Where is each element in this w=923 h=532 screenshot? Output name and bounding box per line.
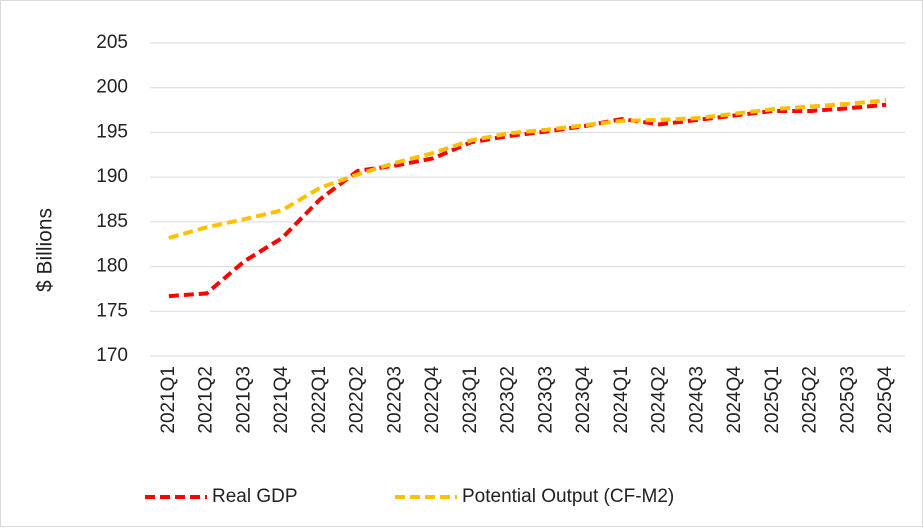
x-tick-label: 2023Q2 bbox=[498, 366, 519, 434]
x-tick-label: 2023Q1 bbox=[460, 366, 481, 434]
x-tick-label: 2023Q4 bbox=[573, 366, 594, 434]
x-tick-label: 2021Q2 bbox=[196, 366, 217, 434]
y-tick-label: 190 bbox=[96, 166, 128, 187]
x-tick-label: 2022Q2 bbox=[347, 366, 368, 434]
x-tick-label: 2021Q3 bbox=[233, 366, 254, 434]
y-tick-label: 185 bbox=[96, 211, 128, 232]
x-tick-label: 2024Q2 bbox=[649, 366, 670, 434]
x-tick-label: 2025Q2 bbox=[800, 366, 821, 434]
data-line bbox=[168, 98, 887, 240]
x-tick-label: 2023Q3 bbox=[535, 366, 556, 434]
x-tick-label: 2022Q1 bbox=[309, 366, 330, 434]
y-axis-label: $ Billions bbox=[34, 208, 57, 292]
x-tick-label: 2025Q4 bbox=[875, 366, 896, 434]
x-tick-label: 2024Q4 bbox=[724, 366, 745, 434]
legend-label: Real GDP bbox=[212, 486, 298, 507]
y-tick-label: 195 bbox=[96, 121, 128, 142]
x-tick-label: 2025Q1 bbox=[762, 366, 783, 434]
y-tick-label: 180 bbox=[96, 256, 128, 277]
legend-label: Potential Output (CF-M2) bbox=[462, 486, 674, 507]
y-tick-label: 175 bbox=[96, 300, 128, 321]
x-tick-label: 2024Q3 bbox=[686, 366, 707, 434]
x-tick-label: 2025Q3 bbox=[837, 366, 858, 434]
y-tick-label: 205 bbox=[96, 32, 128, 53]
x-tick-label: 2021Q4 bbox=[271, 366, 292, 434]
x-tick-label: 2022Q4 bbox=[422, 366, 443, 434]
y-tick-label: 200 bbox=[96, 77, 128, 98]
x-tick-label: 2021Q1 bbox=[158, 366, 179, 434]
x-tick-label: 2024Q1 bbox=[611, 366, 632, 434]
x-tick-label: 2022Q3 bbox=[384, 366, 405, 434]
y-tick-label: 170 bbox=[96, 345, 128, 366]
